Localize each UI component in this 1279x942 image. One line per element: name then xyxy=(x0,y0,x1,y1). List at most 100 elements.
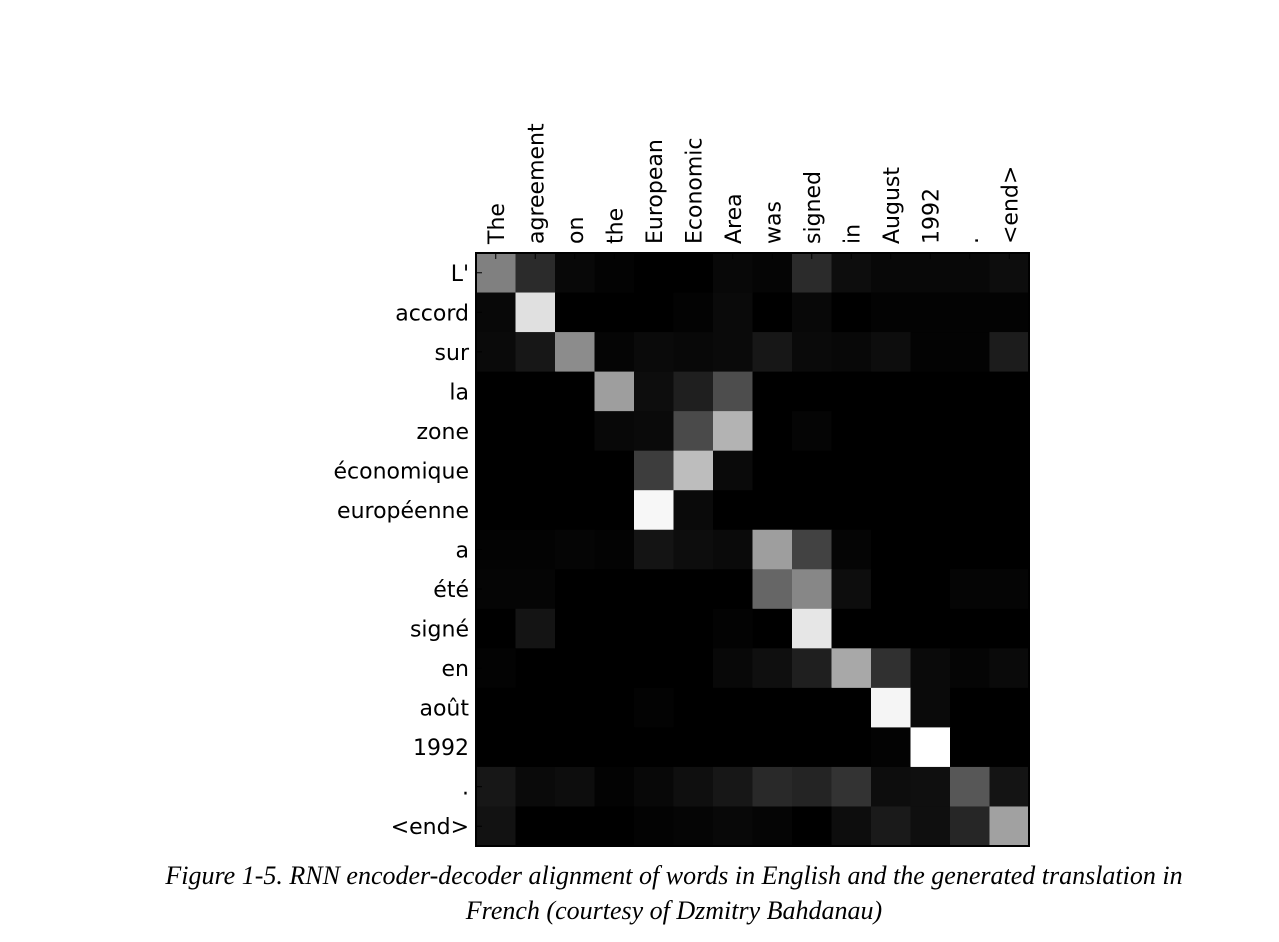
heatmap-cell xyxy=(910,687,951,728)
heatmap-cell xyxy=(555,648,596,689)
x-tick-label: . xyxy=(959,237,984,244)
y-tick-label: . xyxy=(462,776,469,801)
y-tick-label: zone xyxy=(417,420,470,445)
heatmap-cell xyxy=(989,608,1030,649)
heatmap-cell xyxy=(713,490,754,531)
heatmap-cell xyxy=(673,490,714,531)
heatmap-cell xyxy=(634,569,675,610)
heatmap-cell xyxy=(515,608,556,649)
y-tick-label: 1992 xyxy=(413,736,469,761)
heatmap-cell xyxy=(634,490,675,531)
y-tick-labels: L' accord sur la zone économique européenne a ét… xyxy=(334,262,470,840)
heatmap-cell xyxy=(950,648,991,689)
x-tick-label: <end> xyxy=(998,166,1023,244)
heatmap-cell xyxy=(792,766,833,808)
heatmap-cell xyxy=(594,371,635,412)
heatmap-cell xyxy=(831,411,872,452)
heatmap-cell xyxy=(515,806,556,847)
x-tick-label: on xyxy=(564,217,589,244)
x-tick-label: European xyxy=(643,139,668,244)
heatmap-cell xyxy=(515,411,556,452)
heatmap-cell xyxy=(515,253,556,294)
heatmap-cell xyxy=(555,490,596,531)
heatmap-cell xyxy=(476,687,517,728)
heatmap-cell xyxy=(792,687,833,728)
heatmap-cell xyxy=(792,253,833,294)
heatmap-cell xyxy=(792,450,833,491)
heatmap-cell xyxy=(752,727,793,768)
heatmap-cell xyxy=(476,332,517,373)
heatmap-cell xyxy=(871,687,912,728)
heatmap-cell xyxy=(752,569,793,610)
heatmap-cell xyxy=(950,569,991,610)
heatmap-cell xyxy=(476,569,517,610)
heatmap-cell xyxy=(634,648,675,689)
heatmap-cell xyxy=(476,411,517,452)
heatmap-cell xyxy=(555,332,596,373)
x-tick-label: 1992 xyxy=(919,188,944,244)
heatmap-cell xyxy=(910,292,951,333)
heatmap-cell xyxy=(752,529,793,570)
heatmap-cell xyxy=(831,727,872,768)
heatmap-cell xyxy=(673,806,714,847)
heatmap-cell xyxy=(634,687,675,728)
heatmap-cell xyxy=(752,766,793,808)
heatmap-cell xyxy=(555,529,596,570)
x-tick-label: the xyxy=(603,208,628,244)
heatmap-cell xyxy=(555,253,596,294)
heatmap-cell xyxy=(792,411,833,452)
heatmap-cell xyxy=(476,727,517,768)
heatmap-cell xyxy=(989,253,1030,294)
heatmap-cell xyxy=(713,727,754,768)
heatmap-cell xyxy=(713,332,754,373)
heatmap-cell xyxy=(871,411,912,452)
heatmap-cell xyxy=(594,766,635,808)
heatmap-cell xyxy=(713,608,754,649)
x-tick-label: in xyxy=(840,224,865,244)
heatmap-cell xyxy=(871,806,912,847)
y-tick-label: août xyxy=(419,697,469,722)
heatmap-cells xyxy=(476,253,1030,847)
heatmap-cell xyxy=(910,332,951,373)
heatmap-cell xyxy=(831,766,872,808)
x-tick-label: Economic xyxy=(682,138,707,245)
heatmap-cell xyxy=(831,806,872,847)
heatmap-cell xyxy=(950,529,991,570)
heatmap-cell xyxy=(673,766,714,808)
heatmap-cell xyxy=(752,292,793,333)
heatmap-cell xyxy=(950,450,991,491)
heatmap-cell xyxy=(950,411,991,452)
heatmap-cell xyxy=(752,687,793,728)
heatmap-cell xyxy=(594,411,635,452)
heatmap-cell xyxy=(792,371,833,412)
heatmap-cell xyxy=(476,648,517,689)
x-tick-label: The xyxy=(485,203,510,245)
heatmap-cell xyxy=(989,569,1030,610)
heatmap-cell xyxy=(555,569,596,610)
heatmap-cell xyxy=(673,648,714,689)
heatmap-cell xyxy=(910,490,951,531)
heatmap-cell xyxy=(515,332,556,373)
heatmap-cell xyxy=(713,687,754,728)
heatmap-cell xyxy=(910,371,951,412)
heatmap-cell xyxy=(871,253,912,294)
heatmap-cell xyxy=(792,490,833,531)
heatmap-cell xyxy=(831,608,872,649)
heatmap-cell xyxy=(871,766,912,808)
heatmap-cell xyxy=(515,450,556,491)
heatmap-cell xyxy=(594,608,635,649)
heatmap-cell xyxy=(594,569,635,610)
heatmap-cell xyxy=(673,727,714,768)
attention-heatmap: The agreement on the European Economic Area was… xyxy=(334,123,1030,847)
x-tick-labels: The agreement on the European Economic Area was… xyxy=(485,123,1024,245)
heatmap-cell xyxy=(910,806,951,847)
y-tick-label: accord xyxy=(395,301,469,326)
heatmap-cell xyxy=(950,806,991,847)
heatmap-cell xyxy=(792,648,833,689)
heatmap-cell xyxy=(634,450,675,491)
heatmap-cell xyxy=(989,450,1030,491)
caption-line-2: French (courtesy of Dzmitry Bahdanau) xyxy=(465,896,883,925)
heatmap-cell xyxy=(515,648,556,689)
heatmap-cell xyxy=(713,569,754,610)
y-tick-label: en xyxy=(442,657,469,682)
